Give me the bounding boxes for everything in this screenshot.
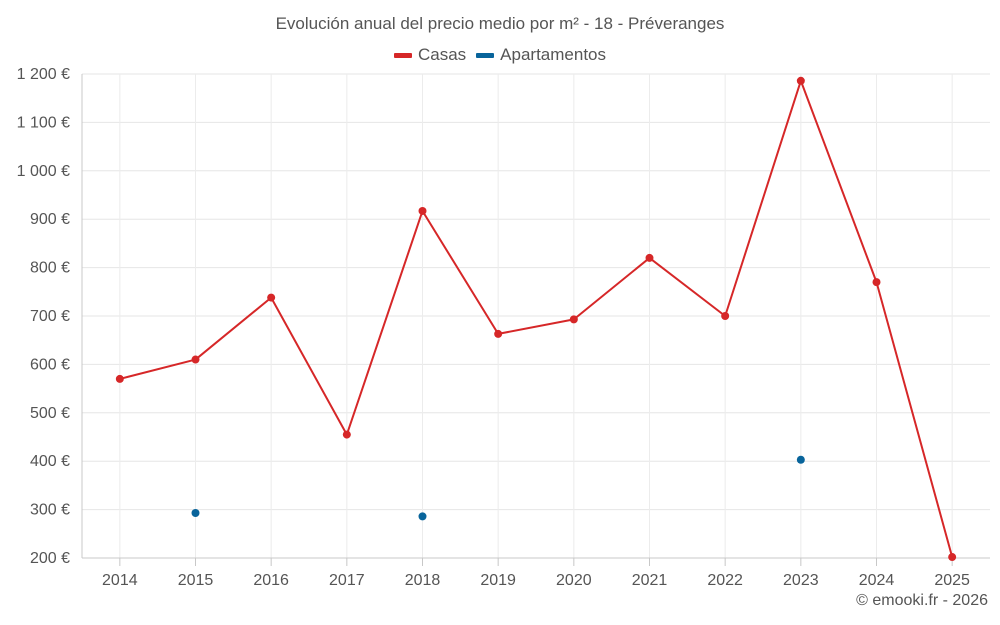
y-tick-label: 200 € [30, 550, 70, 567]
legend-swatch-casas [393, 52, 412, 58]
x-tick-label: 2014 [102, 572, 138, 589]
y-tick-label: 800 € [30, 260, 70, 277]
x-tick-label: 2024 [859, 572, 895, 589]
legend-item-apartamentos[interactable]: Apartamentos [476, 45, 606, 65]
data-point-apartamentos[interactable] [191, 508, 200, 517]
x-tick-label: 2025 [934, 572, 970, 589]
data-point-casas[interactable] [721, 312, 730, 320]
x-tick-label: 2021 [632, 572, 668, 589]
y-tick-label: 600 € [30, 356, 70, 373]
y-tick-label: 300 € [30, 502, 70, 519]
data-point-casas[interactable] [872, 278, 881, 287]
credit-text: © emooki.fr - 2026 [856, 592, 988, 609]
data-point-casas[interactable] [796, 76, 805, 85]
x-tick-label: 2016 [253, 572, 289, 589]
x-tick-label: 2018 [405, 572, 441, 589]
y-tick-label: 400 € [30, 453, 70, 470]
data-point-casas[interactable] [948, 553, 957, 562]
x-tick-label: 2017 [329, 572, 365, 589]
x-tick-label: 2019 [480, 572, 516, 589]
data-point-apartamentos[interactable] [796, 455, 805, 464]
data-point-casas[interactable] [569, 315, 578, 324]
data-point-apartamentos[interactable] [418, 512, 427, 521]
legend: Casas Apartamentos [0, 45, 1000, 65]
x-tick-label: 2022 [707, 572, 743, 589]
data-point-casas[interactable] [191, 355, 200, 364]
chart-title: Evolución anual del precio medio por m² … [275, 14, 725, 33]
data-point-casas[interactable] [115, 374, 124, 383]
x-tick-label: 2023 [783, 572, 819, 589]
x-tick-label: 2020 [556, 572, 592, 589]
data-point-casas[interactable] [342, 430, 351, 439]
legend-swatch-apartamentos [476, 52, 495, 58]
data-point-casas[interactable] [645, 253, 654, 262]
series-line-casas [119, 79, 954, 558]
y-tick-label: 900 € [30, 211, 70, 228]
data-point-casas[interactable] [418, 206, 427, 215]
data-point-casas[interactable] [494, 329, 503, 338]
y-tick-label: 500 € [30, 405, 70, 422]
y-tick-label: 700 € [30, 308, 70, 325]
y-tick-label: 1 100 € [17, 114, 70, 131]
legend-label-casas: Casas [417, 45, 467, 64]
y-tick-label: 1 200 € [17, 66, 70, 83]
legend-label-apartamentos: Apartamentos [500, 45, 607, 64]
legend-item-casas[interactable]: Casas [393, 45, 467, 65]
y-tick-label: 1 000 € [17, 163, 70, 180]
data-point-casas[interactable] [267, 293, 276, 302]
x-tick-label: 2015 [178, 572, 214, 589]
